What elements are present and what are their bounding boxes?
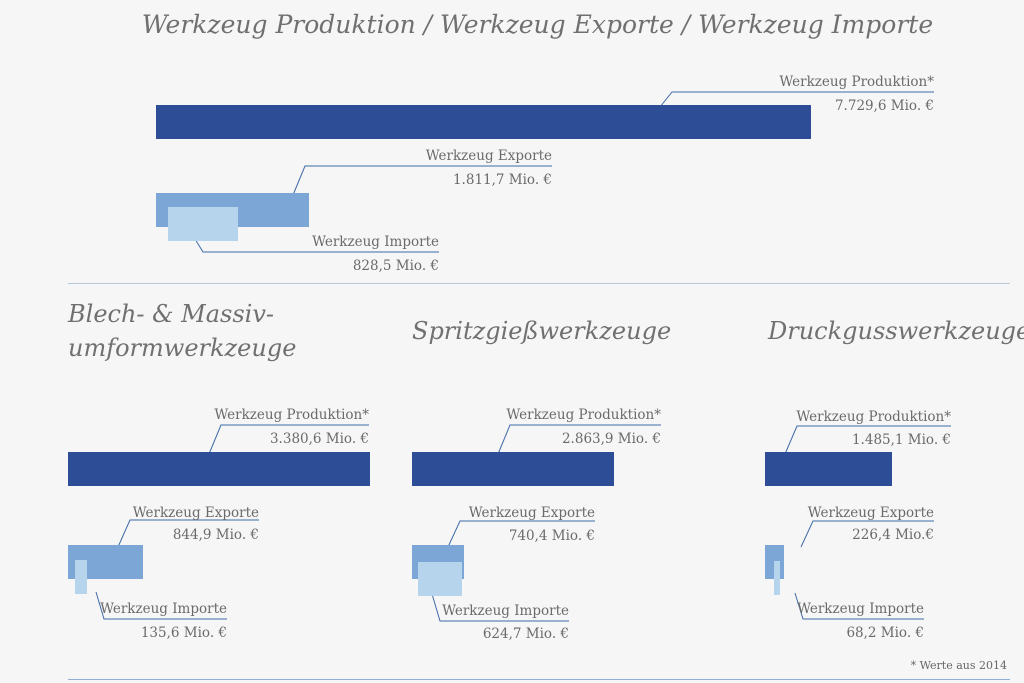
leader-produktion-chart3 bbox=[784, 425, 951, 455]
value-importe-chart3: 68,2 Mio. € bbox=[846, 625, 924, 641]
value-importe-chart1: 135,6 Mio. € bbox=[140, 625, 227, 641]
leader-produktion-chart0 bbox=[659, 91, 934, 108]
leader-produktion-chart1 bbox=[208, 424, 369, 455]
bar-importe-chart2 bbox=[418, 562, 462, 596]
value-produktion-chart0: 7.729,6 Mio. € bbox=[834, 98, 934, 114]
leader-importe-chart3 bbox=[794, 592, 924, 620]
bar-importe-chart0 bbox=[168, 207, 238, 241]
leader-exporte-chart0 bbox=[292, 165, 552, 196]
bar-importe-chart1 bbox=[75, 560, 87, 594]
label-importe-chart0: Werkzeug Importe bbox=[312, 234, 439, 250]
section-title-blech: Blech- & Massiv- umformwerkzeuge bbox=[68, 297, 296, 365]
label-exporte-chart3: Werkzeug Exporte bbox=[807, 505, 934, 521]
section-title-blech-line1: Blech- & Massiv- bbox=[68, 300, 275, 328]
leader-importe-chart1 bbox=[95, 591, 227, 620]
value-produktion-chart2: 2.863,9 Mio. € bbox=[561, 431, 661, 447]
leader-importe-chart2 bbox=[431, 593, 569, 622]
divider-top bbox=[68, 283, 1010, 284]
leader-produktion-chart2 bbox=[497, 424, 661, 455]
label-produktion-chart1: Werkzeug Produktion* bbox=[214, 407, 369, 423]
bar-produktion-chart2 bbox=[412, 452, 614, 486]
bar-produktion-chart1 bbox=[68, 452, 370, 486]
section-title-druckguss: Druckgusswerkzeuge bbox=[768, 317, 1024, 345]
section-title-spritzguss: Spritzgießwerkzeuge bbox=[412, 317, 672, 345]
label-importe-chart1: Werkzeug Importe bbox=[100, 601, 227, 617]
value-produktion-chart1: 3.380,6 Mio. € bbox=[269, 431, 369, 447]
label-produktion-chart0: Werkzeug Produktion* bbox=[779, 74, 934, 90]
bar-produktion-chart0 bbox=[156, 105, 811, 139]
footnote: * Werte aus 2014 bbox=[910, 659, 1007, 672]
leader-exporte-chart1 bbox=[117, 519, 259, 548]
section-title-blech-line2: umformwerkzeuge bbox=[68, 334, 297, 362]
label-importe-chart2: Werkzeug Importe bbox=[442, 603, 569, 619]
divider-bottom bbox=[68, 679, 1010, 680]
bar-produktion-chart3 bbox=[765, 452, 892, 486]
value-exporte-chart2: 740,4 Mio. € bbox=[508, 528, 595, 544]
value-produktion-chart3: 1.485,1 Mio. € bbox=[851, 432, 951, 448]
leader-exporte-chart3 bbox=[800, 520, 934, 548]
label-exporte-chart2: Werkzeug Exporte bbox=[468, 505, 595, 521]
label-produktion-chart3: Werkzeug Produktion* bbox=[796, 409, 951, 425]
value-exporte-chart0: 1.811,7 Mio. € bbox=[452, 172, 552, 188]
value-exporte-chart1: 844,9 Mio. € bbox=[172, 527, 259, 543]
label-produktion-chart2: Werkzeug Produktion* bbox=[506, 407, 661, 423]
value-importe-chart0: 828,5 Mio. € bbox=[352, 258, 439, 274]
bar-importe-chart3 bbox=[774, 561, 780, 595]
label-exporte-chart0: Werkzeug Exporte bbox=[425, 148, 552, 164]
value-importe-chart2: 624,7 Mio. € bbox=[482, 626, 569, 642]
label-importe-chart3: Werkzeug Importe bbox=[797, 601, 924, 617]
label-exporte-chart1: Werkzeug Exporte bbox=[132, 505, 259, 521]
main-title: Werkzeug Produktion / Werkzeug Exporte /… bbox=[141, 10, 934, 39]
value-exporte-chart3: 226,4 Mio.€ bbox=[852, 527, 934, 543]
leader-importe-chart0 bbox=[194, 238, 439, 253]
leader-exporte-chart2 bbox=[447, 520, 595, 548]
